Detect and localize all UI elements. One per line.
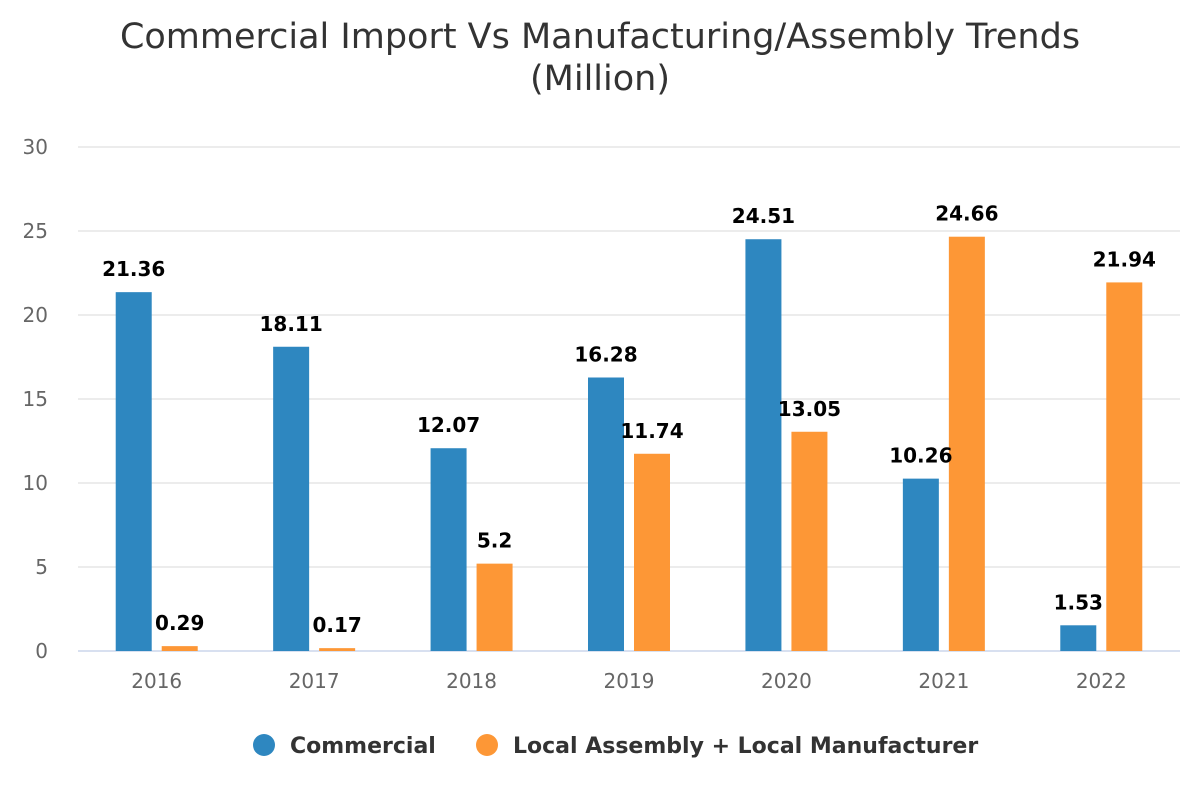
bar-local-assembly-2019[interactable] [634,453,670,651]
bar-local-assembly-2018[interactable] [476,563,513,651]
chart-title-line: (Million) [530,59,670,99]
bar-commercial-2016[interactable] [115,292,152,651]
data-label: 24.66 [935,202,998,226]
data-label: 12.07 [417,413,480,437]
x-tick-label: 2016 [131,669,182,693]
x-tick-label: 2022 [1076,669,1127,693]
legend-item-commercial[interactable]: Commercial [253,734,436,759]
data-label: 1.53 [1054,590,1103,614]
data-label: 10.26 [889,444,952,468]
y-tick-label: 0 [35,639,48,663]
bar-local-assembly-2017[interactable] [319,648,356,651]
data-label: 16.28 [574,342,637,366]
data-label: 24.51 [732,204,795,228]
data-labels: 21.36 0.29 18.11 0.17 12.07 5.2 16.28 11.74 24.5… [102,202,1156,637]
legend-marker-icon [476,734,498,756]
data-label: 18.11 [260,312,323,336]
bar-local-assembly-2022[interactable] [1106,282,1143,651]
data-label: 0.29 [155,611,204,635]
bar-commercial-2021[interactable] [902,478,939,651]
x-tick-label: 2018 [446,669,497,693]
bar-commercial-2018[interactable] [430,448,467,651]
x-tick-label: 2017 [289,669,340,693]
bar-local-assembly-2021[interactable] [948,236,985,651]
bar-commercial-2019[interactable] [588,377,624,651]
data-label: 11.74 [620,419,683,443]
legend-label: Commercial [290,734,436,759]
y-gridlines [78,146,1180,568]
chart-title: Commercial Import Vs Manufacturing/Assem… [120,17,1080,99]
bars [115,236,1143,651]
data-label: 21.94 [1093,247,1156,271]
x-tick-label: 2021 [918,669,969,693]
x-tick-label: 2020 [761,669,812,693]
y-tick-label: 20 [23,303,48,327]
data-label: 5.2 [477,529,512,553]
legend: Commercial Local Assembly + Local Manufac… [253,734,978,759]
y-tick-label: 30 [23,135,48,159]
data-label: 21.36 [102,257,165,281]
legend-item-local-assembly[interactable]: Local Assembly + Local Manufacturer [476,734,978,759]
chart-title-line: Commercial Import Vs Manufacturing/Assem… [120,17,1080,57]
y-axis: 0 5 10 15 20 25 30 [23,135,1180,663]
y-tick-label: 5 [35,555,48,579]
bar-local-assembly-2016[interactable] [161,646,198,651]
bar-local-assembly-2020[interactable] [791,431,828,651]
data-label: 0.17 [312,613,361,637]
x-axis: 2016 2017 2018 2019 2020 2021 2022 [131,669,1126,693]
y-tick-label: 10 [23,471,48,495]
x-tick-label: 2019 [604,669,655,693]
y-tick-label: 25 [23,219,48,243]
y-tick-label: 15 [23,387,48,411]
legend-label: Local Assembly + Local Manufacturer [513,734,978,759]
bar-commercial-2020[interactable] [745,239,782,651]
data-label: 13.05 [778,397,841,421]
bar-commercial-2017[interactable] [273,346,310,651]
legend-marker-icon [253,734,275,756]
bar-commercial-2022[interactable] [1060,625,1097,651]
